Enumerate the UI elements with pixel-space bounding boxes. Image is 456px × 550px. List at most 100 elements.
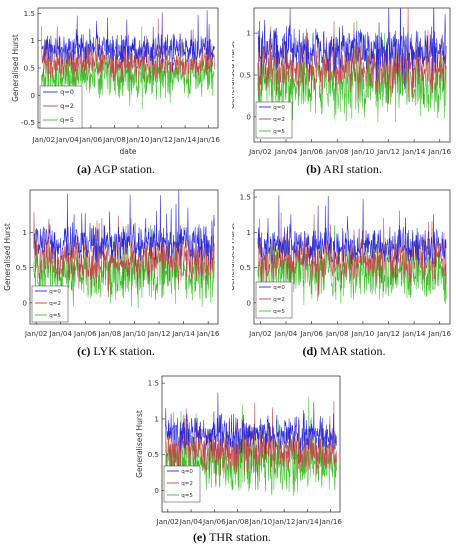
legend-box [163,465,201,503]
x-tick-label: Jan/12 [147,329,171,338]
x-tick-label: Jan/08 [102,135,126,144]
chart-agp: Jan/02 Jan/04 Jan/06 Jan/08 Jan/10 Jan/12 Jan/… [11,7,220,156]
x-tick-label: Jan/14 [295,517,319,526]
x-tick-label: Jan/04 [274,147,298,156]
legend-label: q=0 [49,289,61,295]
x-tick-label: Jan/10 [351,147,375,156]
series-line-q=2 [257,210,447,297]
x-tick-label: Jan/02 [248,147,272,156]
x-axis-label: date [344,343,361,344]
chart-mar: Jan/02 Jan/04 Jan/06 Jan/08 Jan/10 Jan/12 Jan/… [232,189,451,344]
caption-text: AGP station. [93,162,155,176]
series-line-q=2 [165,401,337,487]
panel-mar: Jan/02 Jan/04 Jan/06 Jan/08 Jan/10 Jan/12 Jan/… [232,182,456,360]
x-tick-label: Jan/08 [98,329,122,338]
series-line-q=5 [165,396,337,497]
y-tick-label: 0 [246,112,251,121]
x-tick-label: Jan/02 [24,329,48,338]
series-line-q=5 [257,20,447,123]
legend-label: q=5 [273,309,285,315]
x-tick-label: Jan/04 [48,329,72,338]
y-axis-label: Generalised Hurst [135,410,144,478]
legend-label: q=2 [273,117,285,123]
x-axis-label: date [120,147,137,156]
legend-box [39,85,83,129]
legend-label: q=5 [181,493,193,499]
y-tick-label: 0 [30,91,35,100]
caption-text: LYK station. [93,344,155,358]
legend: q=0 q=2 q=5 [255,281,293,319]
series-line-q=0 [41,10,215,73]
y-tick-label: 0.5 [148,450,159,459]
x-tick-label: Jan/04 [274,329,298,338]
legend-label: q=5 [273,129,285,135]
x-tick-label: Jan/04 [179,517,203,526]
y-axis-label: Generalised Hurst [11,34,20,102]
panel-agp: Jan/02 Jan/04 Jan/06 Jan/08 Jan/10 Jan/12 Jan/… [0,0,232,178]
y-tick-label: 1.5 [24,9,35,18]
legend: q=0 q=2 q=5 [31,285,69,323]
x-tick-label: Jan/12 [376,147,400,156]
x-tick-label: Jan/08 [325,329,349,338]
legend: q=0 q=2 q=5 [255,101,293,139]
x-tick-label: Jan/02 [155,517,179,526]
y-tick-label: 0.5 [240,71,251,80]
chart-lyk: Jan/02 Jan/04 Jan/06 Jan/08 Jan/10 Jan/12 Jan/… [3,189,220,344]
y-tick-label: 1 [30,36,35,45]
chart-thr: Jan/02 Jan/04 Jan/06 Jan/08 Jan/10 Jan/12 Jan/… [135,375,342,526]
panel-ari: Jan/02 Jan/04 Jan/06 Jan/08 Jan/10 Jan/12 Jan/… [232,0,456,178]
x-tick-label: Jan/14 [171,329,195,338]
legend: q=0 q=2 q=5 [163,465,201,503]
y-tick-label: 1 [246,29,251,38]
y-tick-label: 0 [22,298,27,307]
panel-lyk: Jan/02 Jan/04 Jan/06 Jan/08 Jan/10 Jan/12 Jan/… [0,182,232,360]
series-line-q=0 [165,392,337,456]
legend-label: q=0 [273,285,285,291]
caption-letter: (d) [302,344,318,358]
series-line-q=0 [257,8,447,90]
x-tick-label: Jan/02 [248,329,272,338]
x-tick-label: Jan/14 [173,135,197,144]
x-tick-label: Jan/10 [249,517,273,526]
y-tick-label: 1 [22,228,27,237]
x-axis-label: date [344,161,361,162]
x-tick-label: Jan/12 [149,135,173,144]
chart-ari: Jan/02 Jan/04 Jan/06 Jan/08 Jan/10 Jan/12 Jan/… [232,7,451,162]
caption-letter: (c) [77,344,91,358]
x-tick-label: Jan/06 [299,329,323,338]
legend-label: q=0 [60,88,74,96]
x-tick-label: Jan/06 [202,517,226,526]
legend-label: q=2 [273,297,285,303]
caption-thr: (e) THR station. [118,530,346,545]
y-axis-label: Generalised Hurst [232,223,236,291]
caption-text: ARI station. [323,162,382,176]
legend-label: q=0 [181,469,193,475]
series-group [33,190,215,309]
series-line-q=2 [41,18,215,84]
x-tick-label: Jan/08 [325,147,349,156]
y-tick-label: 0.5 [16,263,27,272]
legend-label: q=2 [60,102,74,110]
caption-letter: (b) [306,162,321,176]
legend-label: q=0 [273,105,285,111]
caption-agp: (a) AGP station. [0,162,232,177]
x-tick-label: Jan/16 [318,517,342,526]
caption-ari: (b) ARI station. [232,162,456,177]
x-tick-label: Jan/16 [196,135,220,144]
y-tick-label: 1.5 [240,193,251,202]
caption-letter: (a) [77,162,92,176]
panel-thr: Jan/02 Jan/04 Jan/06 Jan/08 Jan/10 Jan/12 Jan/… [118,368,346,550]
x-tick-label: Jan/16 [427,147,451,156]
caption-text: MAR station. [320,344,386,358]
y-tick-label: 1 [154,414,159,423]
x-tick-label: Jan/10 [122,329,146,338]
x-tick-label: Jan/06 [79,135,103,144]
x-tick-label: Jan/14 [402,329,426,338]
x-tick-label: Jan/16 [427,329,451,338]
caption-letter: (e) [192,530,207,544]
x-tick-label: Jan/10 [126,135,150,144]
x-tick-label: Jan/06 [299,147,323,156]
series-line-q=0 [33,190,215,270]
x-tick-label: Jan/14 [402,147,426,156]
y-tick-label: 1 [246,228,251,237]
